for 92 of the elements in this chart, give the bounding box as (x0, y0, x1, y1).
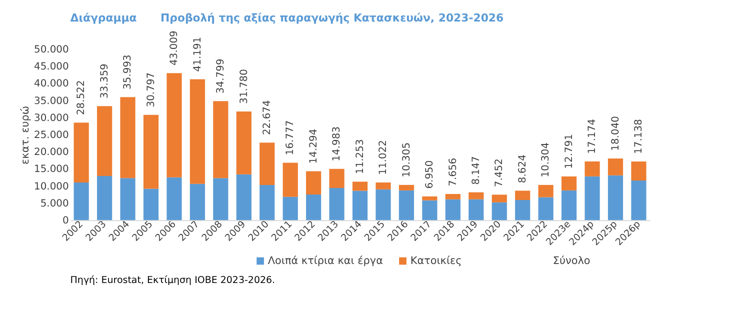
bar (213, 101, 228, 178)
bar (236, 111, 252, 174)
total-label: 30.797 (146, 72, 157, 108)
total-label: 12.791 (564, 134, 575, 169)
bar (166, 73, 182, 178)
total-label: 7.656 (448, 158, 459, 186)
text: Πηγή: Eurostat, Εκτίμηση ΙΟΒΕ 2023-2026. (70, 274, 276, 286)
bar (492, 202, 507, 220)
total-label: 41.191 (192, 36, 204, 72)
y-tick-label: 35.000 (34, 96, 69, 107)
y-tick-label: 5.000 (40, 198, 69, 210)
total-label: 14.983 (332, 126, 343, 162)
chart-title: Προβολή της αξίας παραγωγής Κατασκευών, 2023-2026 (160, 12, 504, 25)
bar (190, 184, 205, 220)
bar (562, 176, 577, 190)
y-tick-label: 25.000 (34, 130, 69, 141)
bar (166, 177, 182, 220)
bar (515, 190, 530, 200)
bar (190, 79, 205, 184)
total-label: 14.294 (308, 128, 320, 164)
total-label: 16.777 (285, 120, 296, 156)
legend-label: Κατοικίες (410, 254, 462, 267)
y-tick-label: 45.000 (34, 62, 69, 73)
bar (329, 168, 344, 188)
bar (538, 197, 554, 220)
total-label: 10.304 (540, 142, 552, 178)
bar (74, 182, 89, 220)
bar (468, 192, 484, 200)
bar (398, 190, 414, 220)
bar (213, 178, 228, 220)
bar (306, 194, 322, 220)
bar (445, 199, 460, 220)
total-label: 22.674 (262, 100, 273, 136)
bar (74, 122, 89, 183)
bar (143, 188, 159, 220)
bar (352, 182, 368, 191)
bar (562, 190, 577, 220)
bar (631, 180, 646, 220)
y-axis-title: εκατ. ευρώ (19, 106, 32, 164)
bar (584, 161, 600, 176)
bar (260, 142, 275, 185)
total-label: 43.009 (169, 30, 180, 66)
total-label: 35.993 (122, 54, 134, 90)
y-tick-label: 20.000 (34, 147, 69, 158)
y-tick-label: 50.000 (34, 44, 69, 56)
bar (608, 175, 624, 220)
y-tick-label: 30.000 (34, 112, 69, 124)
y-tick-label: 15.000 (34, 164, 69, 176)
bar (398, 184, 414, 190)
chart-subtitle: Διάγραμμα (70, 12, 138, 25)
text: Σύνολο (552, 254, 590, 267)
total-label: 8.624 (517, 154, 528, 184)
bar (236, 174, 252, 220)
bar (468, 199, 484, 220)
bar (376, 182, 391, 190)
bar (352, 190, 368, 220)
bar (492, 194, 507, 202)
y-tick-label: 10.000 (34, 181, 69, 192)
bar (422, 200, 438, 220)
bar (97, 106, 112, 176)
bar (376, 189, 391, 220)
bar (143, 114, 159, 189)
bar (306, 171, 322, 195)
bar (97, 176, 112, 220)
total-label: 17.174 (587, 118, 598, 154)
legend-label: Λοιπά κτίρια και έργα (268, 254, 384, 267)
total-label: 10.305 (401, 142, 412, 178)
bar (120, 97, 136, 178)
bar (329, 188, 344, 220)
total-label: 33.359 (99, 64, 110, 98)
total-label: 7.452 (494, 158, 506, 188)
bar (631, 162, 646, 180)
total-label: 6.950 (424, 160, 436, 189)
total-label: 11.022 (378, 140, 390, 175)
total-label: 28.522 (76, 80, 88, 116)
total-label: 18.040 (610, 116, 622, 151)
bar (538, 184, 554, 198)
total-label: 11.253 (354, 139, 366, 174)
bar (120, 178, 136, 220)
bar (608, 158, 624, 176)
total-label: 31.780 (238, 69, 250, 104)
total-label: 17.138 (634, 119, 645, 154)
bar (515, 200, 530, 220)
total-label: 8.147 (471, 156, 482, 185)
bar (584, 176, 600, 220)
bar (260, 184, 275, 220)
bar (282, 196, 298, 220)
total-label: 34.799 (216, 58, 227, 94)
bar (445, 194, 460, 200)
bar (282, 162, 298, 197)
y-tick-label: 40.000 (34, 78, 69, 90)
bar (422, 196, 438, 200)
